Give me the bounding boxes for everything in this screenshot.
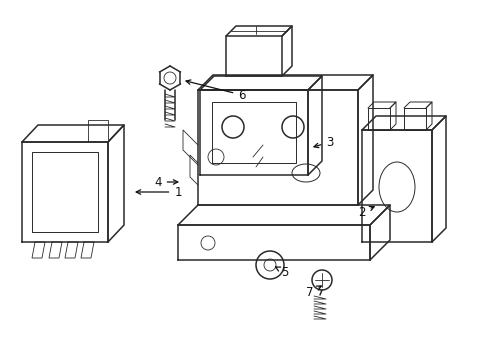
Text: 5: 5	[275, 266, 289, 279]
Text: 1: 1	[136, 185, 182, 198]
Text: 4: 4	[154, 176, 178, 189]
Text: 3: 3	[314, 135, 334, 149]
Text: 6: 6	[186, 80, 246, 102]
Text: 7: 7	[306, 285, 321, 298]
Text: 2: 2	[358, 206, 374, 219]
